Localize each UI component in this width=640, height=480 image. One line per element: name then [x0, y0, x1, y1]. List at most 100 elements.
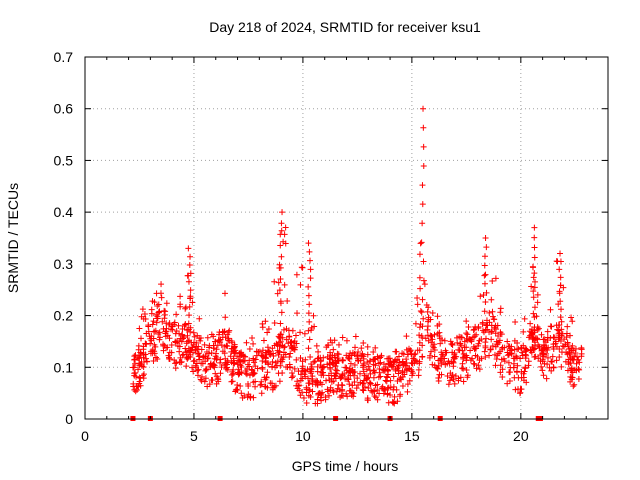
data-point — [311, 323, 318, 330]
data-point — [306, 248, 313, 255]
data-point — [335, 382, 342, 388]
data-point — [506, 345, 513, 352]
data-point — [495, 350, 502, 357]
data-point — [572, 345, 579, 352]
data-point — [150, 358, 157, 365]
data-point — [558, 363, 565, 370]
data-point — [149, 321, 156, 328]
data-point — [345, 369, 352, 376]
data-point — [489, 343, 496, 350]
data-point — [186, 337, 193, 344]
data-point — [194, 367, 201, 374]
x-tick-label: 20 — [513, 428, 529, 444]
data-point — [532, 278, 539, 285]
data-point — [499, 374, 506, 381]
data-point — [360, 387, 367, 394]
data-point — [197, 337, 204, 344]
data-point — [531, 314, 538, 321]
data-point — [210, 361, 217, 368]
data-point — [156, 329, 163, 336]
data-point — [258, 390, 265, 397]
data-point — [203, 366, 210, 373]
data-point — [418, 309, 425, 316]
data-point — [277, 298, 284, 305]
data-point — [217, 370, 224, 377]
data-point — [244, 381, 251, 388]
data-point — [138, 335, 145, 342]
data-point — [233, 386, 240, 393]
data-point — [371, 356, 378, 363]
data-point — [204, 355, 211, 362]
data-point — [231, 360, 238, 367]
data-point — [185, 345, 192, 352]
data-point — [473, 365, 480, 372]
data-point — [166, 349, 173, 356]
data-point — [392, 367, 399, 374]
data-point — [238, 390, 245, 397]
data-point — [227, 353, 234, 360]
data-point — [205, 350, 212, 357]
data-point — [297, 281, 304, 288]
data-point — [525, 358, 532, 365]
data-point — [346, 381, 353, 388]
data-point — [131, 356, 138, 363]
data-point — [404, 388, 411, 395]
data-point — [491, 316, 498, 323]
data-point — [285, 327, 292, 334]
data-point — [358, 345, 365, 352]
y-tick-label: 0.7 — [54, 49, 74, 65]
data-point — [557, 338, 564, 345]
data-point — [460, 351, 467, 358]
data-point — [457, 334, 464, 341]
data-point — [568, 374, 575, 381]
data-point — [166, 355, 173, 362]
data-point — [186, 262, 193, 269]
data-point — [131, 372, 138, 379]
data-point — [420, 258, 427, 265]
data-point — [555, 327, 562, 334]
data-point — [437, 340, 444, 347]
data-point — [514, 362, 521, 369]
data-point — [537, 352, 544, 359]
data-point — [541, 336, 548, 343]
data-point — [529, 343, 536, 350]
data-point — [343, 364, 350, 371]
data-point — [530, 294, 537, 301]
data-point — [339, 357, 346, 364]
data-point — [278, 253, 285, 260]
data-point — [294, 378, 301, 385]
data-point — [217, 336, 224, 343]
data-point — [463, 330, 470, 337]
data-point — [361, 383, 368, 390]
data-point — [557, 250, 564, 257]
data-point — [434, 330, 441, 337]
data-point — [238, 363, 245, 370]
data-point — [244, 365, 251, 372]
data-point — [178, 338, 185, 345]
data-point — [371, 393, 378, 400]
data-point — [310, 359, 317, 366]
data-point — [257, 382, 264, 389]
data-point — [168, 323, 175, 330]
data-point — [357, 379, 364, 386]
data-point — [217, 359, 224, 366]
data-point — [343, 352, 350, 359]
data-point — [515, 345, 522, 352]
data-point — [151, 299, 158, 306]
data-point — [172, 360, 179, 367]
x-tick-label: 10 — [295, 428, 311, 444]
data-point — [269, 358, 276, 365]
data-point — [460, 354, 467, 361]
data-point — [327, 387, 334, 394]
data-point — [159, 318, 166, 325]
data-point — [381, 361, 388, 368]
data-point — [190, 368, 197, 375]
data-point — [339, 386, 346, 393]
data-point — [420, 315, 427, 322]
data-point — [346, 352, 353, 359]
data-point — [480, 291, 487, 298]
data-point — [315, 348, 322, 355]
data-point — [556, 290, 563, 297]
data-point — [530, 334, 537, 341]
data-point — [275, 279, 282, 286]
